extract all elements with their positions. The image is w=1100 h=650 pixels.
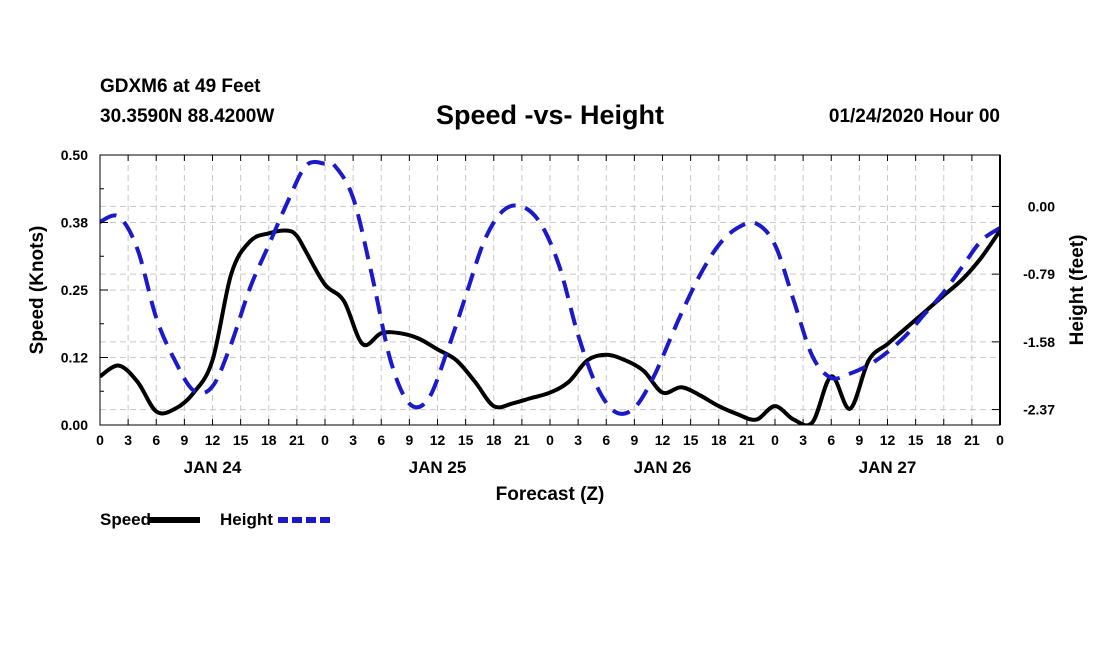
x-tick-label: 12: [205, 432, 221, 448]
x-tick-label: 21: [289, 432, 305, 448]
station-label: GDXM6 at 49 Feet: [100, 76, 261, 97]
x-tick-label: 3: [124, 432, 132, 448]
x-tick-label: 0: [96, 432, 104, 448]
series-layer: [100, 159, 1000, 425]
axis-layer: [99, 154, 1001, 426]
coordinates-label: 30.3590N 88.4200W: [100, 106, 275, 127]
y-right-tick-label: -0.79: [1023, 266, 1055, 282]
x-tick-label: 0: [546, 432, 554, 448]
chart-title: Speed -vs- Height: [435, 100, 665, 130]
x-tick-label: 15: [233, 432, 249, 448]
x-tick-label: 21: [514, 432, 530, 448]
x-tick-label: 3: [574, 432, 582, 448]
y-left-tick-label: 0.12: [61, 350, 88, 366]
x-tick-label: 9: [630, 432, 638, 448]
x-axis-title: Forecast (Z): [496, 484, 605, 505]
x-tick-label: 15: [908, 432, 924, 448]
x-tick-label: 3: [349, 432, 357, 448]
x-tick-label: 18: [486, 432, 502, 448]
x-tick-label: 6: [602, 432, 610, 448]
x-tick-label: 15: [683, 432, 699, 448]
day-label: JAN 27: [859, 458, 917, 477]
y-right-tick-label: -1.58: [1023, 334, 1055, 350]
y-right-axis-title: Height (feet): [1067, 235, 1088, 346]
x-tick-label: 9: [180, 432, 188, 448]
x-tick-label: 0: [771, 432, 779, 448]
x-tick-label: 6: [377, 432, 385, 448]
series-speed-line: [100, 228, 1000, 425]
x-tick-label: 9: [855, 432, 863, 448]
x-tick-label: 6: [152, 432, 160, 448]
y-right-tick-label: -2.37: [1023, 402, 1055, 418]
x-tick-label: 21: [739, 432, 755, 448]
x-tick-label: 18: [711, 432, 727, 448]
y-left-axis-title: Speed (Knots): [27, 226, 48, 355]
y-left-tick-label: 0.25: [61, 282, 88, 298]
x-tick-label: 6: [827, 432, 835, 448]
x-tick-label: 21: [964, 432, 980, 448]
x-tick-label: 12: [880, 432, 896, 448]
series-height-line: [100, 159, 1000, 416]
x-tick-label: 3: [799, 432, 807, 448]
y-left-tick-label: 0.38: [61, 215, 88, 231]
grid-layer: [100, 155, 1000, 425]
day-label: JAN 26: [634, 458, 692, 477]
x-tick-label: 12: [430, 432, 446, 448]
y-left-tick-label: 0.50: [61, 147, 88, 163]
legend-layer: Speed Height: [100, 510, 330, 529]
day-label: JAN 25: [409, 458, 467, 477]
legend-label-speed: Speed: [100, 510, 151, 529]
forecast-date-label: 01/24/2020 Hour 00: [828, 106, 1000, 127]
x-tick-label: 12: [655, 432, 671, 448]
x-tick-label: 9: [405, 432, 413, 448]
x-tick-label: 18: [261, 432, 277, 448]
x-tick-label: 0: [321, 432, 329, 448]
y-left-tick-label: 0.00: [61, 417, 88, 433]
day-label: JAN 24: [184, 458, 242, 477]
x-tick-label: 15: [458, 432, 474, 448]
label-layer: 0 3 6 9 12 15 18 21 0 3 6 9 12 15 18 21 0 3 6 9 12 15 18 21 0 3 6 9…: [27, 147, 1088, 505]
y-right-tick-label: 0.00: [1028, 198, 1055, 214]
x-tick-label: 18: [936, 432, 952, 448]
legend-label-height: Height: [220, 510, 273, 529]
x-tick-label: 0: [996, 432, 1004, 448]
